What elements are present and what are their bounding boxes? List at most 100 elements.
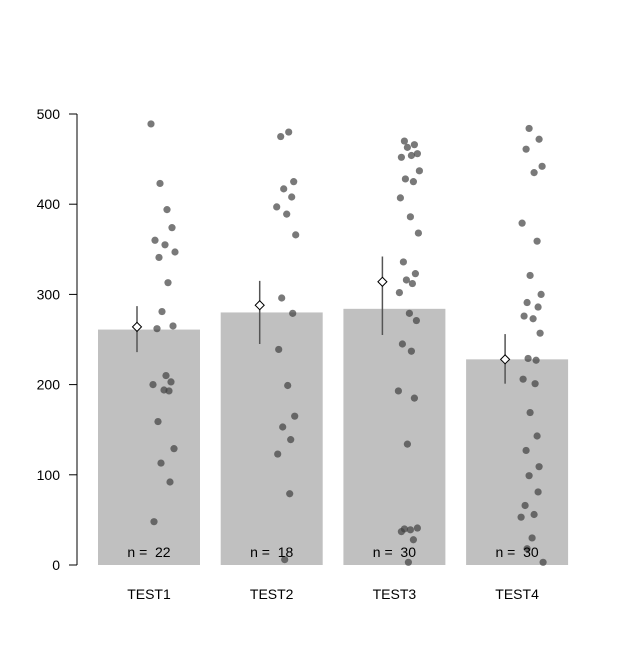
data-point-test2 [285, 128, 293, 136]
data-point-test3 [395, 288, 403, 297]
data-point-test4 [524, 354, 532, 363]
data-point-test2 [284, 381, 292, 390]
y-axis: 0 100 200 300 400 500 [37, 106, 78, 573]
data-point-test3 [405, 309, 413, 317]
data-point-test3 [413, 150, 421, 158]
data-point-test3 [408, 279, 416, 288]
data-point-test1 [162, 371, 170, 380]
data-point-test4 [536, 329, 544, 337]
category-label-test3: TEST3 [373, 586, 417, 602]
data-point-test3 [398, 340, 406, 348]
data-point-test4 [539, 558, 547, 566]
bar-test3 [343, 308, 446, 565]
data-point-test4 [525, 124, 533, 133]
data-point-test4 [525, 472, 533, 480]
category-label-test2: TEST2 [250, 586, 294, 602]
n-label-test3: n = 30 [373, 544, 416, 560]
data-point-test3 [415, 167, 423, 175]
data-point-test2 [280, 185, 288, 193]
data-point-test1 [157, 459, 165, 467]
data-point-test4 [521, 501, 529, 510]
mean-marker-test4 [499, 354, 511, 365]
data-point-test3 [394, 387, 402, 395]
data-point-test3 [406, 526, 414, 534]
data-point-test4 [517, 513, 525, 521]
data-point-test4 [519, 375, 527, 383]
bar-test4 [466, 359, 569, 565]
data-point-test1 [163, 206, 171, 214]
data-point-test1 [150, 518, 158, 526]
y-tick-label: 500 [37, 106, 61, 122]
data-point-test2 [286, 490, 294, 498]
data-point-test2 [290, 178, 298, 186]
data-point-test4 [530, 169, 538, 177]
data-point-test4 [520, 312, 528, 320]
bar-test2 [220, 312, 323, 565]
data-point-test1 [165, 387, 173, 395]
data-point-test1 [171, 248, 179, 256]
data-point-test2 [291, 412, 299, 420]
data-point-test3 [404, 558, 412, 566]
data-point-test4 [522, 145, 530, 153]
data-point-test2 [288, 193, 296, 201]
data-point-test4 [532, 356, 540, 364]
data-point-test1 [149, 381, 157, 389]
data-point-test4 [523, 298, 531, 307]
data-point-test4 [534, 488, 542, 496]
data-point-test4 [538, 162, 546, 170]
x-axis-labels: TEST1 TEST2 TEST3 TEST4 [127, 586, 539, 602]
n-labels-layer: n = 22 n = 18 n = 30 n = 30 [127, 544, 539, 560]
data-point-test3 [397, 528, 405, 536]
data-point-test2 [283, 210, 291, 218]
data-point-test1 [169, 322, 177, 330]
data-point-test2 [281, 555, 289, 564]
data-point-test4 [537, 290, 545, 298]
data-point-test1 [167, 378, 175, 386]
data-point-test3 [400, 137, 408, 145]
data-point-test3 [410, 394, 418, 402]
data-point-test3 [409, 178, 417, 186]
data-point-test2 [274, 450, 282, 458]
data-point-test4 [528, 534, 536, 542]
mean-marker-test2 [254, 300, 265, 311]
data-point-test4 [533, 432, 541, 440]
data-point-test3 [413, 524, 421, 532]
data-point-test1 [161, 241, 169, 249]
means-layer [131, 276, 511, 365]
data-point-test3 [410, 141, 418, 149]
data-point-test3 [406, 213, 414, 221]
data-point-test2 [273, 203, 281, 211]
data-point-test4 [535, 463, 543, 471]
n-label-test4: n = 30 [495, 544, 538, 560]
data-point-test2 [278, 294, 286, 302]
data-point-test2 [279, 423, 287, 431]
data-point-test4 [522, 446, 530, 455]
mean-marker-test3 [377, 276, 388, 287]
data-point-test3 [409, 536, 417, 544]
data-point-test4 [533, 237, 541, 245]
data-point-test1 [170, 445, 178, 453]
y-tick-label: 300 [37, 286, 61, 302]
data-point-test2 [275, 345, 283, 354]
mean-marker-test1 [131, 321, 143, 333]
data-point-test4 [534, 303, 542, 311]
data-point-test3 [403, 440, 411, 448]
data-point-test1 [168, 224, 176, 232]
data-point-test2 [287, 436, 295, 444]
y-tick-label: 0 [52, 557, 60, 573]
data-point-test4 [529, 315, 537, 323]
y-tick-label: 100 [37, 467, 61, 483]
data-point-test3 [397, 153, 405, 161]
data-point-test1 [164, 279, 172, 287]
data-point-test1 [147, 120, 155, 128]
data-point-test3 [403, 143, 411, 151]
data-point-test4 [518, 219, 526, 227]
category-label-test1: TEST1 [127, 586, 171, 602]
bars-layer [98, 308, 569, 565]
category-label-test4: TEST4 [495, 586, 539, 602]
data-point-test4 [535, 135, 543, 143]
points-layer [147, 120, 547, 566]
data-point-test4 [523, 545, 531, 553]
data-point-test3 [402, 276, 410, 284]
